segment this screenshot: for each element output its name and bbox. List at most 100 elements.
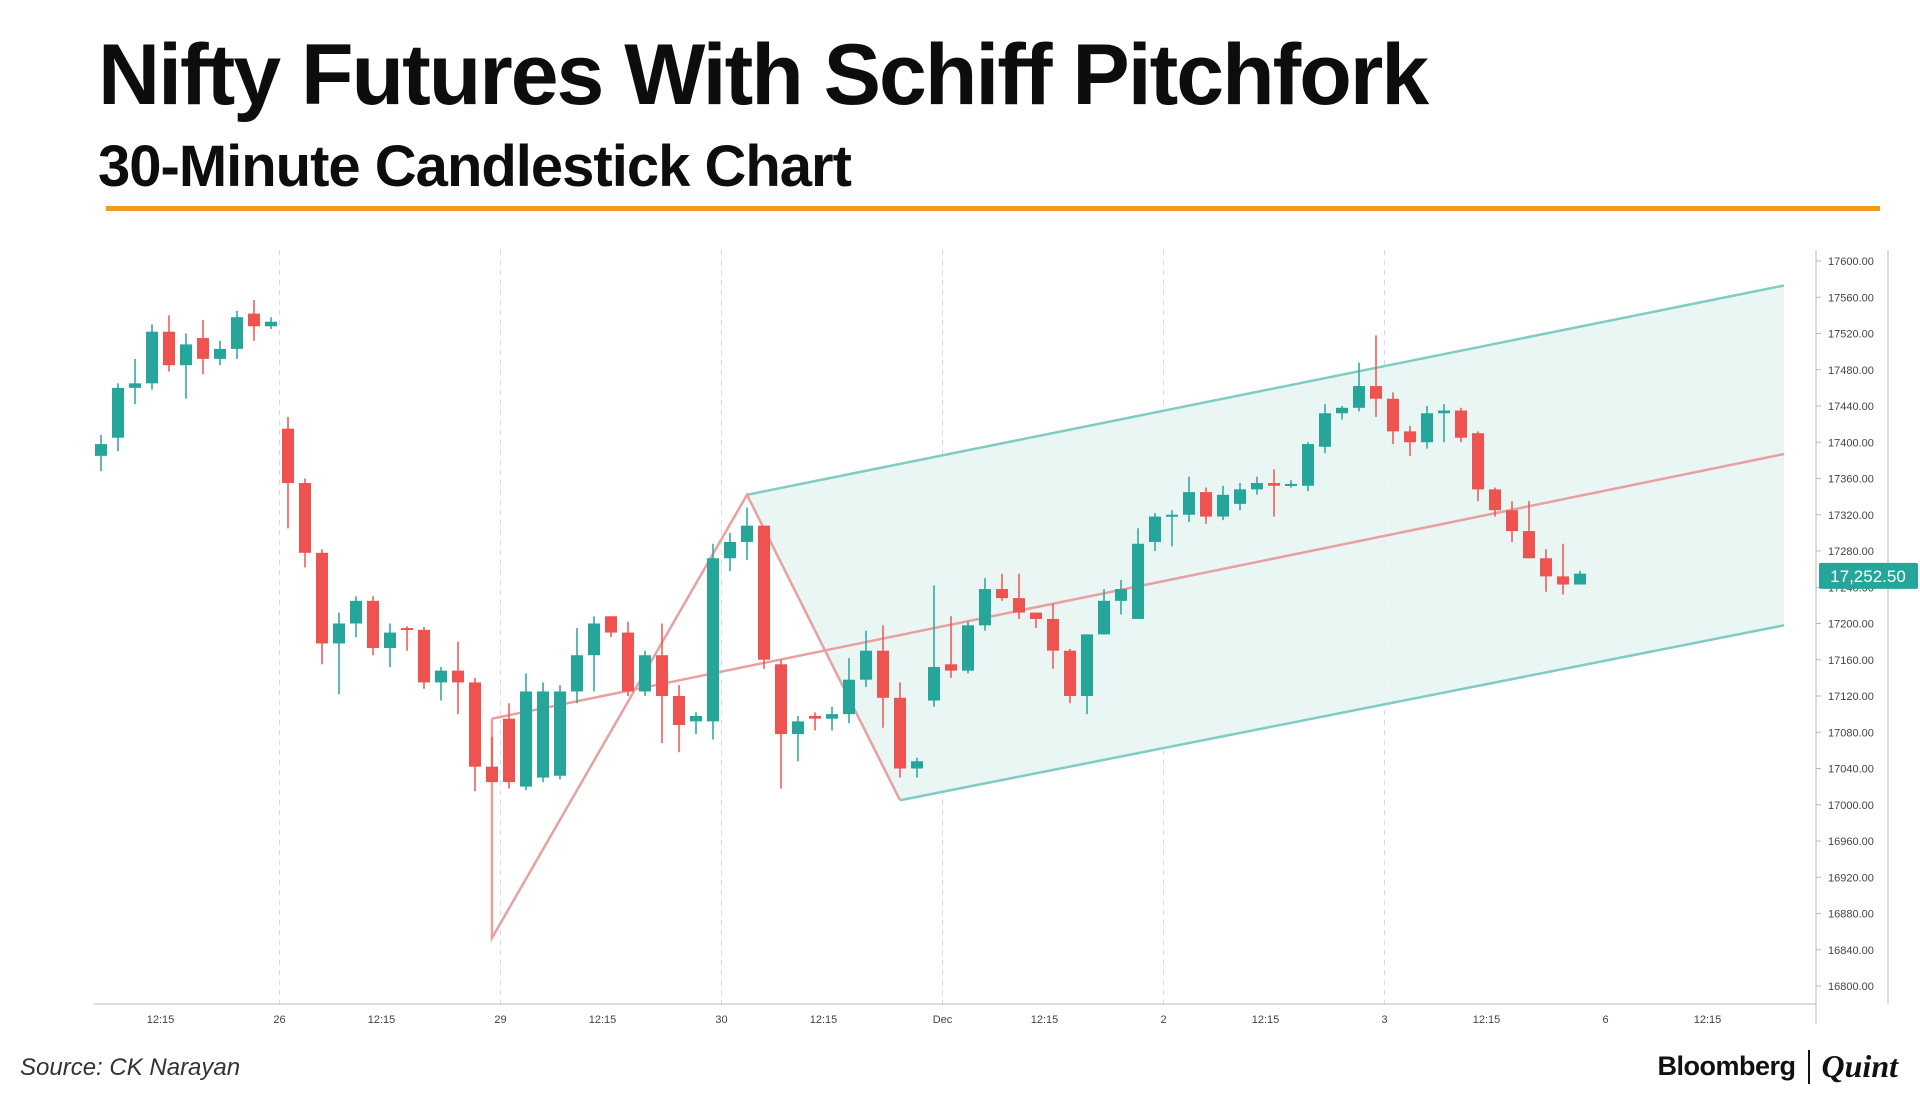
candle-body — [197, 338, 209, 359]
candle-body — [775, 664, 787, 735]
candle — [1472, 431, 1484, 502]
candle — [843, 657, 855, 724]
candle — [1251, 476, 1263, 495]
candle — [231, 310, 243, 359]
candle-body — [299, 483, 311, 553]
candle-body — [180, 344, 192, 366]
candle-body — [758, 525, 770, 660]
candle — [1132, 528, 1144, 619]
candle — [554, 685, 566, 780]
candle — [945, 616, 957, 678]
candle — [979, 578, 991, 631]
candle-body — [401, 628, 413, 631]
candle — [962, 621, 974, 674]
candle — [1115, 580, 1127, 615]
y-tick-label: 17400.00 — [1828, 437, 1874, 449]
y-tick-label: 17320.00 — [1828, 510, 1874, 522]
candle — [588, 616, 600, 692]
candle-body — [1455, 410, 1467, 438]
candle — [809, 712, 821, 731]
candle-body — [877, 650, 889, 698]
y-tick-label: 16800.00 — [1828, 981, 1874, 993]
candle-body — [860, 650, 872, 680]
candle — [1302, 442, 1314, 492]
pitchfork-pivot-lines — [490, 492, 902, 943]
candle — [894, 682, 906, 778]
x-axis-ticks: 12:15 26 12:15 29 12:15 30 12:15 Dec 12:15 2 12:15… — [147, 1014, 1722, 1026]
x-tick-label: 6 — [1602, 1014, 1608, 1026]
candle — [384, 623, 396, 667]
candle-body — [622, 632, 634, 692]
candle-body — [163, 331, 175, 366]
candle — [1047, 603, 1059, 669]
candle-body — [1557, 576, 1569, 585]
candle — [520, 673, 532, 791]
y-tick-label: 17560.00 — [1828, 292, 1874, 304]
candle-body — [231, 317, 243, 349]
chart-subtitle: 30-Minute Candlestick Chart — [98, 134, 852, 199]
x-tick-label: 26 — [273, 1014, 285, 1026]
candle-body — [1166, 514, 1178, 517]
candle-body — [911, 761, 923, 769]
candle-body — [129, 383, 141, 388]
candle — [1183, 476, 1195, 522]
candle-body — [1506, 510, 1518, 532]
candle-body — [1438, 410, 1450, 414]
candle-body — [95, 444, 107, 456]
candle — [1200, 487, 1212, 524]
candle-body — [894, 697, 906, 769]
candle-body — [605, 616, 617, 633]
candle — [758, 525, 770, 669]
x-tick-label: 12:15 — [810, 1014, 838, 1026]
candle-body — [809, 715, 821, 719]
candle — [537, 682, 549, 783]
last-price-badge — [1819, 562, 1918, 589]
candle-body — [792, 721, 804, 735]
candle — [1438, 404, 1450, 443]
candle — [333, 612, 345, 695]
candle — [775, 659, 787, 789]
y-tick-label: 17360.00 — [1828, 474, 1874, 486]
candle-body — [1421, 413, 1433, 443]
candle-body — [1251, 483, 1263, 490]
y-tick-label: 17120.00 — [1828, 691, 1874, 703]
x-tick-label: 3 — [1381, 1014, 1387, 1026]
candle-body — [741, 525, 753, 542]
candle-body — [452, 670, 464, 683]
logo-quint: Quint — [1821, 1048, 1898, 1084]
candle-body — [214, 348, 226, 359]
candle-body — [384, 632, 396, 648]
y-tick-label: 16880.00 — [1828, 909, 1874, 921]
y-tick-label: 17280.00 — [1828, 546, 1874, 558]
candle-body — [418, 629, 430, 683]
candle-body — [1013, 598, 1025, 613]
candle — [911, 757, 923, 778]
x-tick-label: 12:15 — [368, 1014, 396, 1026]
candle — [112, 383, 124, 452]
candle — [622, 621, 634, 696]
candle — [1489, 487, 1501, 517]
candle-body — [1574, 573, 1586, 585]
candle — [656, 623, 668, 744]
candle-body — [248, 313, 260, 327]
pitchfork-lower-line — [899, 624, 1785, 802]
candle-body — [146, 331, 158, 384]
candles — [95, 299, 1586, 792]
candle-body — [826, 714, 838, 719]
y-tick-label: 17440.00 — [1828, 401, 1874, 413]
candle — [452, 641, 464, 715]
axes — [94, 250, 1889, 1024]
candle-body — [520, 691, 532, 787]
candle-body — [639, 655, 651, 692]
x-tick-label: 30 — [715, 1014, 727, 1026]
candle-body — [1047, 618, 1059, 651]
candle — [1268, 469, 1280, 517]
y-tick-label: 16920.00 — [1828, 872, 1874, 884]
candle-body — [1540, 558, 1552, 577]
y-tick-label: 17480.00 — [1828, 365, 1874, 377]
candle-body — [367, 600, 379, 648]
y-tick-label: 17520.00 — [1828, 329, 1874, 341]
pitchfork-upper-line — [746, 284, 1785, 497]
candle — [1387, 392, 1399, 445]
x-tick-label: 12:15 — [1031, 1014, 1059, 1026]
